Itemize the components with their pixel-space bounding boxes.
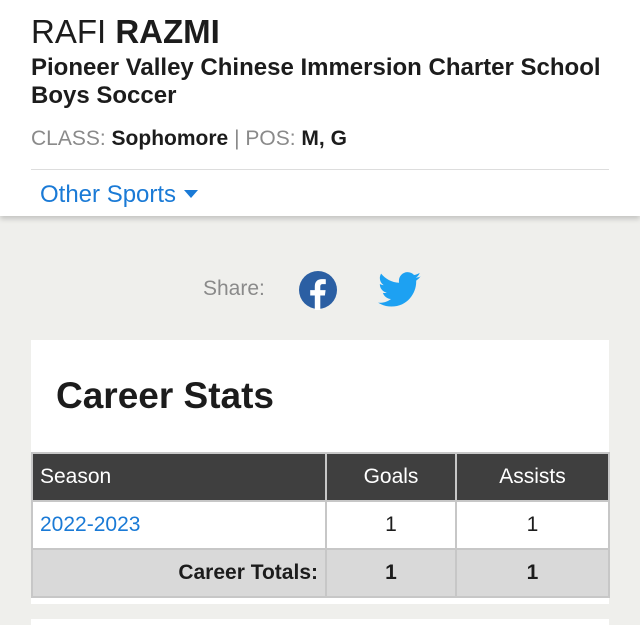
total-assists-cell: 1 — [455, 548, 610, 598]
career-totals-row: Career Totals: 1 1 — [31, 548, 610, 598]
next-card-edge — [31, 619, 609, 625]
player-header: RAFI RAZMI Pioneer Valley Chinese Immers… — [0, 0, 640, 216]
player-first-name: RAFI — [31, 13, 107, 50]
player-meta: CLASS: Sophomore | POS: M, G — [31, 126, 347, 152]
school-team-name: Pioneer Valley Chinese Immersion Charter… — [31, 54, 601, 109]
table-header-row: Season Goals Assists — [31, 452, 610, 502]
other-sports-label: Other Sports — [40, 181, 177, 208]
career-stats-table: Season Goals Assists 2022-2023 1 1 Caree… — [31, 452, 610, 598]
career-totals-label: Career Totals: — [31, 548, 327, 598]
chevron-down-icon — [184, 189, 199, 198]
column-header-goals: Goals — [325, 452, 457, 502]
season-link[interactable]: 2022-2023 — [40, 513, 141, 536]
position-label: POS: — [245, 127, 296, 150]
class-value: Sophomore — [111, 127, 229, 150]
share-bar: Share: — [0, 268, 640, 310]
position-value: M, G — [301, 127, 347, 150]
career-stats-card: Career Stats Season Goals Assists 2022-2… — [31, 340, 610, 604]
total-goals-cell: 1 — [325, 548, 457, 598]
table-row: 2022-2023 1 1 — [31, 500, 610, 550]
career-stats-title: Career Stats — [56, 375, 275, 416]
column-header-assists: Assists — [455, 452, 610, 502]
facebook-icon[interactable] — [298, 270, 338, 310]
goals-cell: 1 — [325, 500, 457, 550]
other-sports-dropdown[interactable]: Other Sports — [40, 180, 199, 210]
twitter-icon[interactable] — [378, 272, 422, 308]
column-header-season: Season — [31, 452, 327, 502]
player-last-name: RAZMI — [115, 13, 220, 50]
player-name: RAFI RAZMI — [31, 14, 220, 50]
class-label: CLASS: — [31, 127, 106, 150]
header-divider — [31, 169, 609, 170]
share-label: Share: — [203, 277, 265, 300]
assists-cell: 1 — [455, 500, 610, 550]
meta-separator: | — [234, 127, 240, 150]
season-cell: 2022-2023 — [31, 500, 327, 550]
